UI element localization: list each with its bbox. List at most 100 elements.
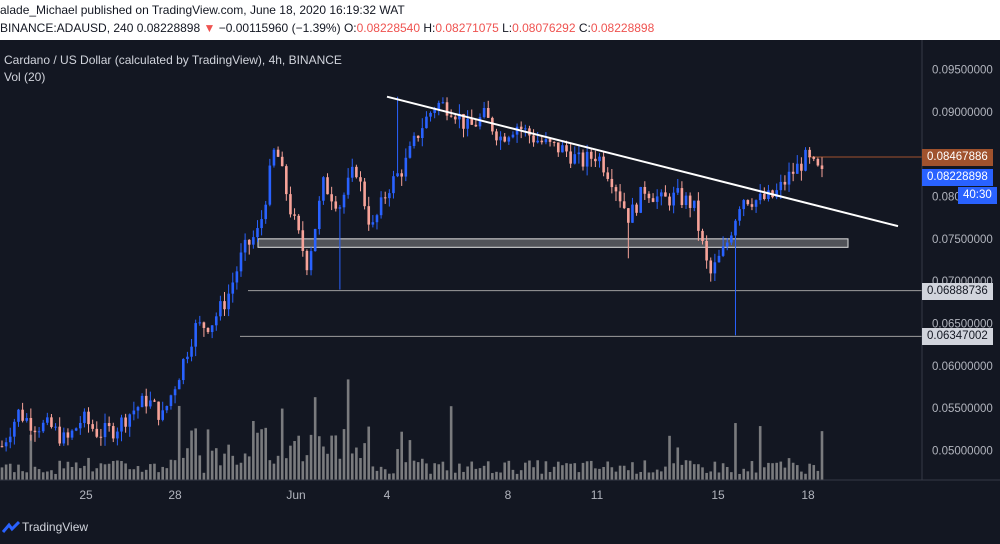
candle-body (305, 250, 309, 271)
bar-countdown-tag: 40:30 (958, 187, 997, 205)
volume-bar (173, 460, 177, 480)
interval: 240 (113, 21, 134, 35)
volume-bar (511, 469, 515, 480)
candle-body (639, 186, 642, 213)
volume-bar (639, 471, 642, 480)
volume-bar (326, 453, 329, 480)
volume-bar (99, 463, 103, 480)
volume-bar (659, 471, 663, 480)
candle-body (8, 436, 12, 443)
volume-bar (161, 466, 165, 480)
volume-bar (375, 470, 379, 480)
volume-bar (268, 460, 272, 480)
candle-body (58, 426, 61, 444)
tradingview-logo-icon[interactable] (2, 520, 20, 536)
volume-bar (614, 471, 618, 480)
volume-bar (62, 468, 66, 480)
volume-bar (0, 467, 4, 480)
price-tick-label: 0.05500000 (932, 403, 993, 415)
volume-bars (0, 379, 824, 480)
candle-body (577, 152, 581, 155)
volume-bar (383, 469, 387, 480)
volume-bar (738, 473, 741, 480)
price-axis: 0.095000000.090000000.085000000.08000000… (0, 40, 1000, 481)
candle-body (359, 177, 362, 182)
volume-bar (50, 470, 53, 480)
volume-bar (647, 472, 651, 480)
volume-bar (235, 464, 239, 480)
volume-bar (449, 406, 453, 480)
candle-body (21, 409, 24, 421)
candle-body (519, 126, 523, 130)
volume-bar (684, 460, 688, 480)
volume-indicator-label[interactable]: Vol (20) (4, 70, 46, 84)
volume-bar (346, 379, 350, 480)
volume-bar (556, 461, 560, 480)
time-axis: 25 28 Jun 4 8 11 15 18 (79, 488, 815, 502)
resistance-price-tag: 0.08467886 (922, 148, 993, 166)
candle-body (74, 428, 78, 431)
volume-bar (544, 461, 548, 480)
volume-bar (194, 428, 197, 480)
last-price: 0.08228898 (136, 21, 201, 35)
time-tick-label: 25 (79, 488, 93, 502)
volume-bar (338, 458, 342, 480)
candle-body (721, 246, 725, 256)
candle-body (804, 149, 807, 171)
volume-bar (4, 464, 8, 480)
volume-bar (697, 464, 700, 480)
candle-body (297, 215, 300, 231)
chart-area[interactable]: 0.095000000.090000000.085000000.08000000… (0, 40, 1000, 512)
volume-bar (54, 473, 57, 480)
volume-bar (528, 460, 531, 480)
volume-bar (622, 465, 626, 480)
candle-body (511, 134, 515, 138)
volume-bar (276, 455, 280, 480)
candle-body (322, 177, 325, 201)
volume-bar (400, 431, 403, 480)
candle-body (289, 194, 292, 215)
candle-body (742, 200, 746, 210)
volume-bar (651, 472, 655, 480)
volume-bar (379, 466, 383, 480)
candle-body (210, 325, 214, 333)
candle-body (581, 152, 585, 167)
candle-body (367, 206, 371, 225)
price-chart[interactable]: 0.095000000.090000000.085000000.08000000… (0, 40, 1000, 512)
volume-bar (816, 470, 820, 480)
candle-body (614, 187, 618, 192)
volume-bar (342, 429, 346, 480)
volume-bar (742, 468, 746, 480)
tradingview-brand[interactable]: TradingView (22, 520, 89, 534)
candle-body (280, 156, 284, 167)
candle-body (396, 173, 399, 177)
volume-bar (458, 463, 461, 480)
volume-bar (322, 446, 325, 480)
candle-body (62, 432, 66, 444)
open-label: O: (343, 21, 357, 35)
candle-body (585, 151, 589, 167)
candle-body (293, 214, 296, 216)
candle-body (449, 115, 453, 117)
candle-body (594, 158, 597, 162)
candle-body (816, 158, 820, 166)
volume-bar (412, 460, 416, 480)
volume-bar (301, 461, 305, 480)
candle-body (309, 251, 313, 271)
candle-body (664, 192, 667, 197)
candle-body (672, 192, 675, 206)
author-name[interactable]: alade_Michael (0, 3, 78, 17)
candle-body (29, 418, 33, 431)
candle-body (565, 145, 568, 152)
candle-body (194, 323, 197, 347)
volume-bar (46, 471, 49, 480)
volume-bar (532, 467, 535, 480)
candle-body (70, 430, 74, 438)
volume-bar (70, 466, 74, 480)
candle-body (466, 118, 469, 129)
candle-body (758, 193, 762, 201)
volume-bar (643, 460, 647, 480)
candle-body (812, 157, 816, 159)
candle-body (569, 151, 572, 164)
volume-bar (594, 468, 597, 480)
